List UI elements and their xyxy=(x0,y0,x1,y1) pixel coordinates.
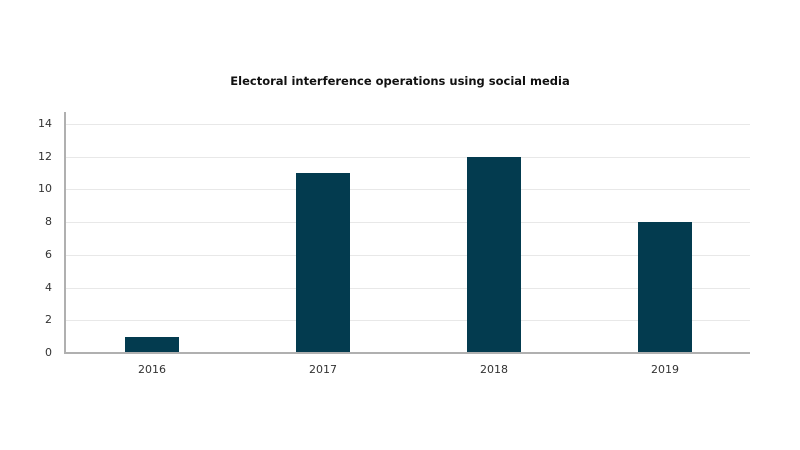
x-axis-line xyxy=(64,352,750,354)
x-tick-label: 2016 xyxy=(138,363,166,376)
y-tick-label: 2 xyxy=(45,313,52,326)
gridline xyxy=(66,288,750,289)
y-tick-label: 6 xyxy=(45,248,52,261)
y-tick-label: 4 xyxy=(45,281,52,294)
gridline xyxy=(66,157,750,158)
bar-2019[interactable] xyxy=(638,222,692,353)
gridline xyxy=(66,255,750,256)
bar-2016[interactable] xyxy=(125,337,179,353)
y-axis-line xyxy=(64,112,66,354)
y-tick-label: 0 xyxy=(45,346,52,359)
y-tick-label: 10 xyxy=(38,182,52,195)
y-tick-label: 12 xyxy=(38,150,52,163)
y-tick-label: 14 xyxy=(38,117,52,130)
x-tick-label: 2018 xyxy=(480,363,508,376)
chart-title: Electoral interference operations using … xyxy=(230,74,570,88)
x-tick-label: 2017 xyxy=(309,363,337,376)
x-tick-label: 2019 xyxy=(651,363,679,376)
gridline xyxy=(66,222,750,223)
gridline xyxy=(66,320,750,321)
bar-2018[interactable] xyxy=(467,157,521,353)
bar-2017[interactable] xyxy=(296,173,350,353)
gridline xyxy=(66,189,750,190)
y-tick-label: 8 xyxy=(45,215,52,228)
gridline xyxy=(66,124,750,125)
